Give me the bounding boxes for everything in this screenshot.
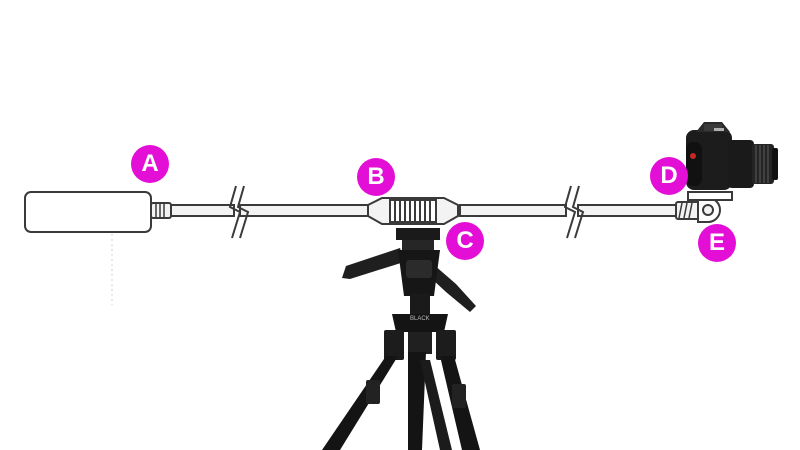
cable-break-icon — [228, 185, 250, 239]
callout-e: E — [698, 224, 736, 262]
callout-a: A — [131, 145, 169, 183]
callout-b: B — [357, 158, 395, 196]
power-box — [24, 191, 172, 233]
cable-break-icon — [563, 185, 585, 239]
camera-icon — [686, 122, 778, 190]
tripod-brand-label: BLACK — [410, 316, 430, 322]
callout-d: D — [650, 157, 688, 195]
tripod-icon — [322, 228, 480, 450]
inline-coupler — [367, 197, 459, 225]
camera-connector — [675, 191, 733, 223]
callout-c: C — [446, 222, 484, 260]
